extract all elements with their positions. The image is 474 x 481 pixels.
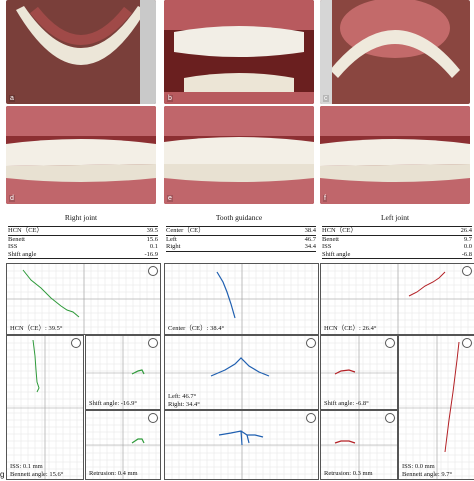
table-row: Benett 15.6 <box>8 235 158 243</box>
right-joint-hcn-trace <box>22 269 80 318</box>
view-orientation-icon <box>306 338 316 348</box>
view-orientation-icon <box>306 413 316 423</box>
tooth-guidance-right-caption: Right: 34.4° <box>168 400 200 408</box>
left-joint-table: HCN（CE） 26.4 Benett 9.7 ISS 0.0 Shift angle… <box>322 226 472 260</box>
right-joint-bennett-caption: Bennett angle: 15.6° <box>10 470 64 478</box>
tooth-guidance-title: Tooth guidance <box>215 213 263 222</box>
photo-d-right-lateral: d <box>6 106 156 204</box>
table-row: Center（CE） 38.4 <box>166 227 316 236</box>
left-joint-frontal-panel: ISS: 0.0 mm Bennett angle: 9.7° <box>398 335 474 480</box>
tooth-guidance-frontal-panel: Left: 46.7° Right: 34.4° <box>164 335 319 410</box>
right-joint-iss-caption: ISS: 0.1 mm <box>10 462 43 470</box>
table-row: HCN（CE） 39.5 <box>8 227 158 236</box>
right-joint-retrusion-trace <box>131 438 145 444</box>
left-joint-shift-trace <box>334 369 356 375</box>
left-joint-hcn-panel: HCN（CE）: 26.4° <box>320 263 474 335</box>
right-joint-frontal-trace <box>32 339 40 393</box>
view-orientation-icon <box>148 413 158 423</box>
left-joint-shift-panel: Shift angle: -6.8° <box>320 335 398 410</box>
view-orientation-icon <box>148 266 158 276</box>
table-row: Right 34.4 <box>166 243 316 251</box>
tooth-guidance-table: Center（CE） 38.4 Left 46.7 Right 34.4 <box>166 226 316 252</box>
left-joint-hcn-caption: HCN（CE）: 26.4° <box>324 324 377 332</box>
view-orientation-icon <box>71 338 81 348</box>
tooth-guidance-horizontal-panel <box>164 410 319 480</box>
tooth-guidance-center-caption: Center（CE）: 38.4° <box>168 324 225 332</box>
left-joint-retrusion-trace <box>334 440 356 444</box>
right-joint-hcn-caption: HCN（CE）: 39.5° <box>10 324 63 332</box>
left-joint-shift-caption: Shift angle: -6.8° <box>324 399 369 407</box>
table-row: HCN（CE） 26.4 <box>322 227 472 236</box>
tooth-guidance-center-trace <box>216 271 236 319</box>
left-joint-frontal-trace <box>444 341 460 453</box>
table-row: Shift angle -16.9 <box>8 250 158 258</box>
right-joint-table: HCN（CE） 39.5 Benett 15.6 ISS 0.1 Shift angl… <box>8 226 158 260</box>
photo-a-maxillary-occlusal: a <box>6 0 156 104</box>
right-joint-frontal-panel: ISS: 0.1 mm Bennett angle: 15.6° <box>6 335 84 480</box>
photo-label: b <box>167 95 173 102</box>
right-joint-title: Right joint <box>64 213 98 222</box>
photo-label: c <box>323 95 329 102</box>
table-row: Benett 9.7 <box>322 235 472 243</box>
left-joint-iss-caption: ISS: 0.0 mm <box>402 462 435 470</box>
left-joint-retrusion-panel: Retrusion: 0.3 mm <box>320 410 398 480</box>
right-joint-shift-trace <box>131 369 145 375</box>
tooth-guidance-left-caption: Left: 46.7° <box>168 392 197 400</box>
tooth-guidance-frontal-trace <box>210 357 270 377</box>
table-row: ISS 0.1 <box>8 243 158 251</box>
table-row: ISS 0.0 <box>322 243 472 251</box>
photo-b-anterior-open: b <box>164 0 314 104</box>
panel-letter-g: g <box>0 470 5 479</box>
photo-label: a <box>9 95 15 102</box>
tooth-guidance-horizontal-trace <box>218 430 264 446</box>
right-joint-retrusion-panel: Retrusion: 0.4 mm <box>85 410 161 480</box>
view-orientation-icon <box>148 338 158 348</box>
photo-c-mandibular-occlusal: c <box>320 0 470 104</box>
left-joint-bennett-caption: Bennett angle: 9.7° <box>402 470 453 478</box>
table-row: Shift angle -6.8 <box>322 250 472 258</box>
left-joint-hcn-trace <box>408 271 446 297</box>
right-joint-shift-caption: Shift angle: -16.9° <box>89 399 137 407</box>
photo-label: e <box>167 195 173 202</box>
left-joint-title: Left joint <box>380 213 410 222</box>
photo-label: f <box>323 195 327 202</box>
view-orientation-icon <box>462 266 472 276</box>
right-joint-shift-panel: Shift angle: -16.9° <box>85 335 161 410</box>
view-orientation-icon <box>385 413 395 423</box>
tooth-guidance-center-panel: Center（CE）: 38.4° <box>164 263 319 335</box>
view-orientation-icon <box>385 338 395 348</box>
photo-e-frontal-occlusion: e <box>164 106 314 204</box>
photo-f-left-lateral: f <box>320 106 470 204</box>
photo-label: d <box>9 195 15 202</box>
right-joint-hcn-panel: HCN（CE）: 39.5° <box>6 263 161 335</box>
view-orientation-icon <box>462 338 472 348</box>
table-row: Left 46.7 <box>166 235 316 243</box>
right-joint-retrusion-caption: Retrusion: 0.4 mm <box>89 469 138 477</box>
left-joint-retrusion-caption: Retrusion: 0.3 mm <box>324 469 373 477</box>
